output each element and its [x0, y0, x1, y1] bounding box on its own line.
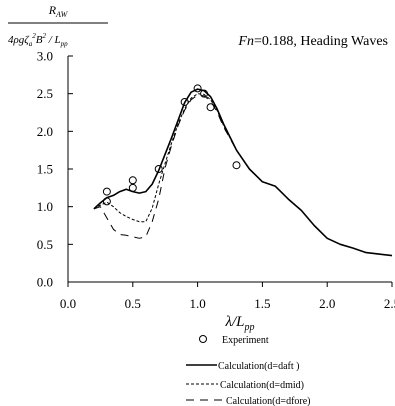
experiment-marker: [206, 103, 215, 112]
chart-title: Fn=0.188, Heading Waves: [237, 34, 388, 49]
y-ticks: 0.0 0.5 1.0 1.5 2.0 2.5 3.0: [37, 49, 73, 290]
experiment-marker: [154, 165, 163, 173]
x-tick-label: 1.5: [254, 296, 270, 311]
legend-experiment-label: Experiment: [222, 335, 269, 346]
x-ticks: 0.0 0.5 1.0 1.5 2.0 2.5: [60, 282, 395, 311]
dfore-series-line: [93, 94, 237, 239]
experiment-marker: [232, 161, 241, 170]
y-tick-label: 0.0: [37, 275, 53, 290]
series-lines: [93, 88, 393, 257]
y-tick-label: 2.0: [37, 124, 53, 139]
x-tick-label: 1.0: [189, 296, 205, 311]
y-tick-label: 1.5: [37, 162, 53, 177]
experiment-marker: [180, 97, 189, 106]
experiment-marker: [193, 84, 202, 93]
experiment-marker: [200, 89, 209, 98]
y-label-numerator: RAW: [48, 3, 69, 19]
legend: Experiment Calculation(d=daft ) Calculat…: [186, 335, 311, 406]
y-label-denominator: 4ρgζa2B2 / Lpp: [8, 32, 68, 48]
experiment-marker: [102, 187, 111, 196]
y-tick-label: 3.0: [37, 49, 53, 64]
y-axis-label: RAW 4ρgζa2B2 / Lpp: [8, 3, 108, 48]
x-tick-label: 2.5: [384, 296, 395, 311]
x-tick-label: 0.5: [125, 296, 141, 311]
legend-dmid-label: Calculation(d=dmid): [220, 380, 304, 391]
experiment-marker: [128, 183, 137, 192]
x-axis-label: λ/Lpp: [224, 314, 254, 333]
legend-experiment-marker: [199, 335, 207, 343]
legend-daft-label: Calculation(d=daft ): [218, 361, 299, 372]
legend-dfore-label: Calculation(d=dfore): [226, 396, 311, 406]
experiment-markers: [102, 84, 241, 206]
experiment-marker: [102, 197, 111, 206]
y-tick-label: 2.5: [37, 86, 53, 101]
dmid-series-line: [93, 93, 237, 223]
y-tick-label: 1.0: [37, 199, 53, 214]
x-tick-label: 0.0: [60, 296, 76, 311]
x-tick-label: 2.0: [319, 296, 335, 311]
daft-series-line: [93, 88, 393, 257]
y-tick-label: 0.5: [37, 237, 53, 252]
experiment-marker: [128, 176, 137, 185]
